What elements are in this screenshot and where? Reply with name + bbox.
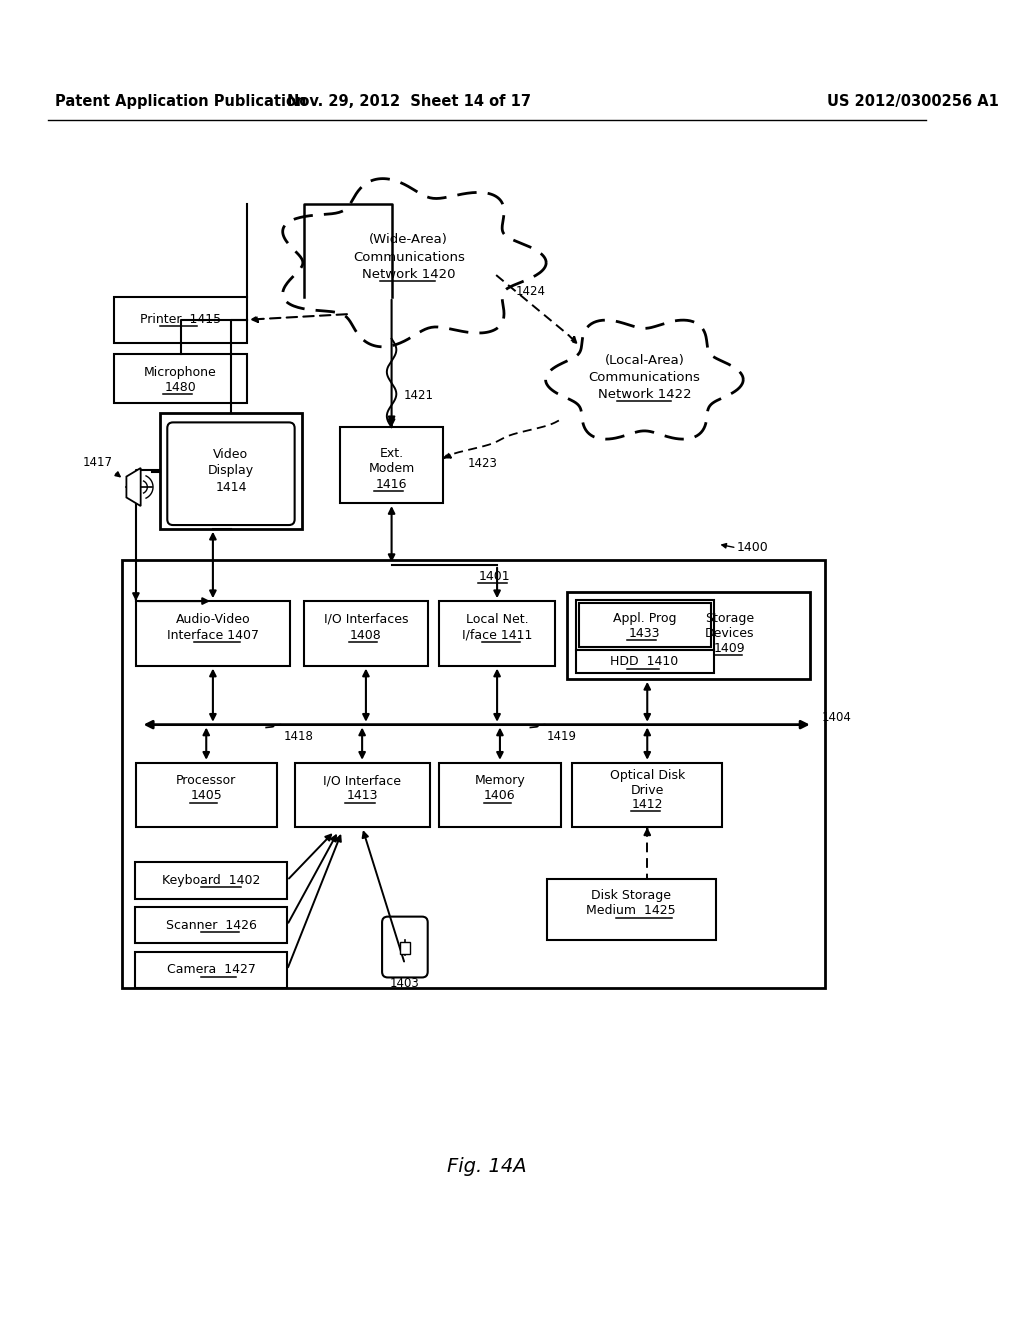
Text: Medium  1425: Medium 1425 — [587, 904, 676, 917]
Text: 1418: 1418 — [284, 730, 313, 743]
Text: Processor: Processor — [176, 775, 237, 787]
Bar — [295, 763, 430, 828]
Text: Patent Application Publication: Patent Application Publication — [55, 94, 306, 108]
Bar — [122, 560, 825, 987]
FancyBboxPatch shape — [167, 422, 295, 525]
Text: I/O Interfaces: I/O Interfaces — [324, 612, 409, 626]
Text: Modem: Modem — [369, 462, 415, 475]
Text: (Wide-Area): (Wide-Area) — [370, 234, 449, 247]
Bar — [567, 591, 810, 678]
Text: Storage: Storage — [706, 611, 755, 624]
Text: 1409: 1409 — [714, 642, 745, 655]
Text: 1400: 1400 — [736, 541, 768, 554]
Text: Disk Storage: Disk Storage — [591, 890, 671, 902]
Text: Interface 1407: Interface 1407 — [167, 628, 259, 642]
Bar — [135, 952, 287, 987]
Text: US 2012/0300256 A1: US 2012/0300256 A1 — [827, 94, 998, 108]
Text: 1408: 1408 — [350, 628, 382, 642]
Text: Keyboard  1402: Keyboard 1402 — [162, 874, 260, 887]
Bar — [439, 601, 555, 665]
Bar — [572, 763, 722, 828]
Bar — [340, 428, 443, 503]
Text: 1419: 1419 — [547, 730, 577, 743]
Text: 1424: 1424 — [515, 285, 546, 298]
Bar — [575, 649, 714, 673]
Text: 1404: 1404 — [822, 710, 852, 723]
Text: Nov. 29, 2012  Sheet 14 of 17: Nov. 29, 2012 Sheet 14 of 17 — [287, 94, 530, 108]
Text: 1406: 1406 — [484, 789, 516, 803]
Text: 1423: 1423 — [468, 457, 498, 470]
Text: Communications: Communications — [352, 251, 465, 264]
Text: 1421: 1421 — [403, 389, 434, 403]
Text: Communications: Communications — [589, 371, 700, 384]
Bar — [160, 413, 302, 529]
Text: Display: Display — [208, 465, 254, 478]
Bar — [136, 763, 276, 828]
Bar — [579, 603, 711, 647]
Text: 1403: 1403 — [390, 977, 420, 990]
Text: Audio-Video: Audio-Video — [175, 612, 250, 626]
Text: Optical Disk: Optical Disk — [609, 770, 685, 783]
Text: 1401: 1401 — [478, 570, 510, 583]
Bar — [400, 942, 410, 953]
Text: Memory: Memory — [474, 775, 525, 787]
Text: Camera  1427: Camera 1427 — [167, 964, 255, 977]
Text: Network 1420: Network 1420 — [361, 268, 456, 281]
Text: I/face 1411: I/face 1411 — [462, 628, 532, 642]
Bar — [114, 354, 247, 404]
Text: 1416: 1416 — [376, 478, 408, 491]
Bar — [575, 601, 714, 649]
Text: Video: Video — [213, 449, 249, 461]
Bar — [136, 601, 290, 665]
Bar — [547, 879, 716, 940]
Text: 1480: 1480 — [165, 380, 197, 393]
Text: Devices: Devices — [706, 627, 755, 640]
Text: Fig. 14A: Fig. 14A — [446, 1158, 526, 1176]
Text: 1414: 1414 — [215, 480, 247, 494]
Bar — [304, 601, 428, 665]
Text: 1405: 1405 — [190, 789, 222, 803]
Text: Scanner  1426: Scanner 1426 — [166, 919, 256, 932]
Bar — [135, 862, 287, 899]
Text: Microphone: Microphone — [144, 366, 217, 379]
Bar — [135, 907, 287, 944]
Text: Drive: Drive — [631, 784, 664, 797]
Text: 1413: 1413 — [346, 789, 378, 803]
Text: (Local-Area): (Local-Area) — [604, 354, 684, 367]
Text: Appl. Prog: Appl. Prog — [612, 611, 676, 624]
Text: Ext.: Ext. — [380, 447, 403, 461]
Text: Printer  1415: Printer 1415 — [140, 313, 221, 326]
Text: HDD  1410: HDD 1410 — [610, 656, 679, 668]
Text: I/O Interface: I/O Interface — [324, 775, 401, 787]
Polygon shape — [126, 469, 140, 506]
Text: Local Net.: Local Net. — [466, 612, 528, 626]
Text: Network 1422: Network 1422 — [598, 388, 691, 401]
Text: 1417: 1417 — [83, 455, 113, 469]
Bar — [439, 763, 561, 828]
FancyBboxPatch shape — [382, 916, 428, 977]
Bar — [114, 297, 247, 343]
Text: 1412: 1412 — [632, 799, 663, 810]
Text: 1433: 1433 — [629, 627, 660, 640]
